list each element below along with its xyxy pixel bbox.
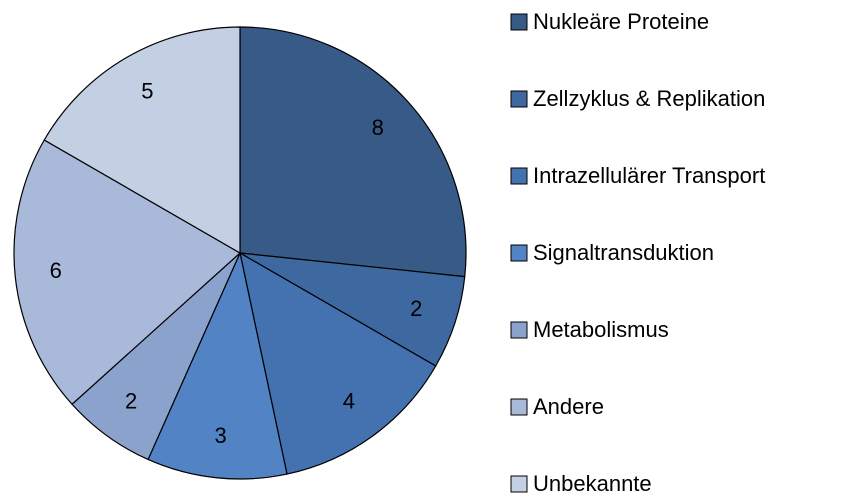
- legend-swatch: [510, 475, 528, 493]
- data-label: 4: [343, 389, 355, 414]
- pie-slice: [43, 26, 241, 255]
- pie-slice: [239, 251, 437, 475]
- legend-label: Signaltransduktion: [533, 240, 714, 265]
- legend-swatch: [510, 321, 528, 339]
- legend-label: Unbekannte: [533, 471, 652, 496]
- pie-slice: [147, 251, 288, 480]
- legend-swatch: [510, 13, 528, 31]
- pie-slice: [13, 139, 242, 406]
- data-label: 2: [410, 296, 422, 321]
- legend-swatch: [510, 398, 528, 416]
- data-label: 3: [215, 423, 227, 448]
- legend-label: Nukleäre Proteine: [533, 9, 709, 34]
- legend-swatch: [510, 90, 528, 108]
- legend-label: Zellzyklus & Replikation: [533, 86, 765, 111]
- data-label: 6: [50, 258, 62, 283]
- legend-label: Andere: [533, 394, 604, 419]
- data-label: 2: [125, 389, 137, 414]
- legend-label: Intrazellulärer Transport: [533, 163, 765, 188]
- legend-swatch: [510, 244, 528, 262]
- legend-swatch: [510, 167, 528, 185]
- data-label: 5: [141, 78, 153, 103]
- legend-label: Metabolismus: [533, 317, 669, 342]
- data-label: 8: [372, 115, 384, 140]
- pie-slice: [239, 26, 467, 278]
